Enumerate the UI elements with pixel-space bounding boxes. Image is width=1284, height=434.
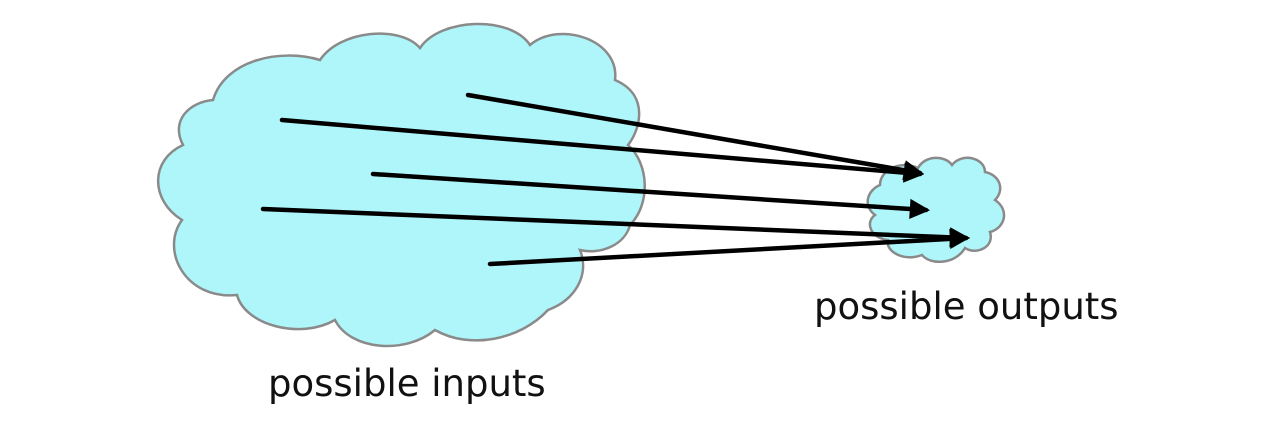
mapping-arrow — [465, 92, 924, 181]
mapping-arrow — [370, 171, 931, 220]
mapping-arrow — [487, 228, 971, 267]
possible-inputs-label: possible inputs — [268, 362, 546, 405]
possible-outputs-label: possible outputs — [814, 285, 1119, 328]
mapping-arrow — [260, 206, 971, 248]
mapping-arrow — [279, 117, 925, 183]
